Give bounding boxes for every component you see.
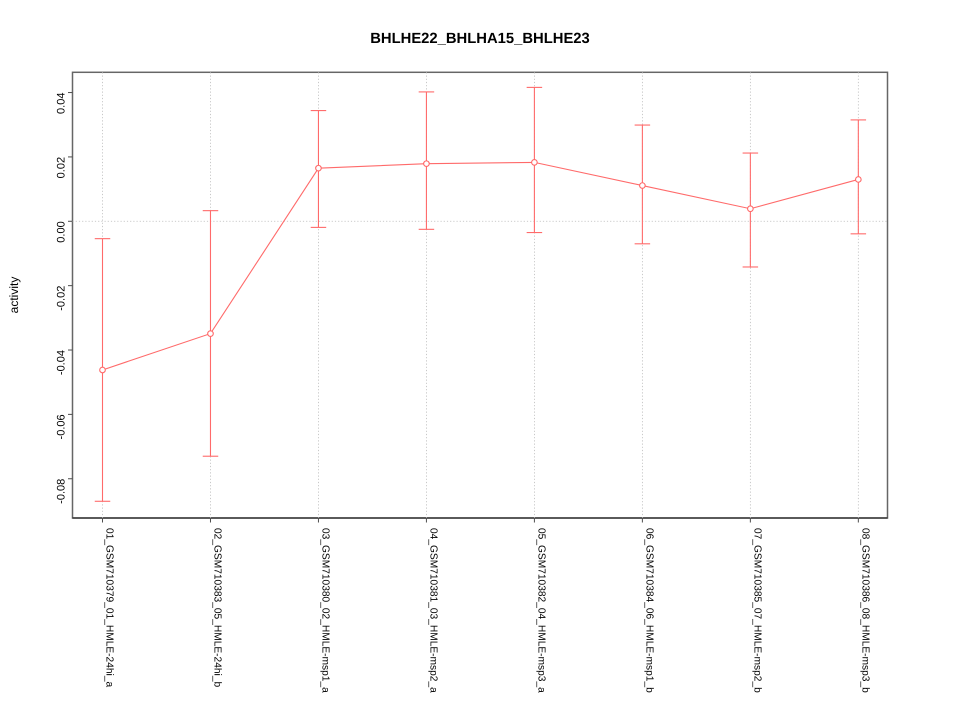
svg-text:01_GSM710379_01_HMLE-24hi_a: 01_GSM710379_01_HMLE-24hi_a (104, 528, 115, 687)
svg-text:07_GSM710385_07_HMLE-msp2_b: 07_GSM710385_07_HMLE-msp2_b (751, 528, 762, 693)
svg-text:0.00: 0.00 (56, 221, 68, 242)
svg-text:BHLHE22_BHLHA15_BHLHE23: BHLHE22_BHLHA15_BHLHE23 (370, 31, 590, 47)
svg-text:-0.06: -0.06 (56, 414, 68, 439)
svg-text:0.02: 0.02 (56, 157, 68, 178)
svg-text:-0.02: -0.02 (56, 286, 68, 311)
svg-text:06_GSM710384_06_HMLE-msp1_b: 06_GSM710384_06_HMLE-msp1_b (643, 528, 654, 693)
svg-text:-0.08: -0.08 (56, 479, 68, 504)
svg-text:activity: activity (7, 277, 21, 314)
svg-text:02_GSM710383_05_HMLE-24hi_b: 02_GSM710383_05_HMLE-24hi_b (212, 528, 223, 687)
svg-text:05_GSM710382_04_HMLE-msp3_a: 05_GSM710382_04_HMLE-msp3_a (535, 528, 546, 693)
svg-text:04_GSM710381_03_HMLE-msp2_a: 04_GSM710381_03_HMLE-msp2_a (427, 528, 438, 693)
svg-text:-0.04: -0.04 (56, 350, 68, 375)
svg-text:03_GSM710380_02_HMLE-msp1_a: 03_GSM710380_02_HMLE-msp1_a (320, 528, 331, 693)
svg-text:08_GSM710386_08_HMLE-msp3_b: 08_GSM710386_08_HMLE-msp3_b (859, 528, 870, 693)
svg-text:0.04: 0.04 (56, 93, 68, 114)
